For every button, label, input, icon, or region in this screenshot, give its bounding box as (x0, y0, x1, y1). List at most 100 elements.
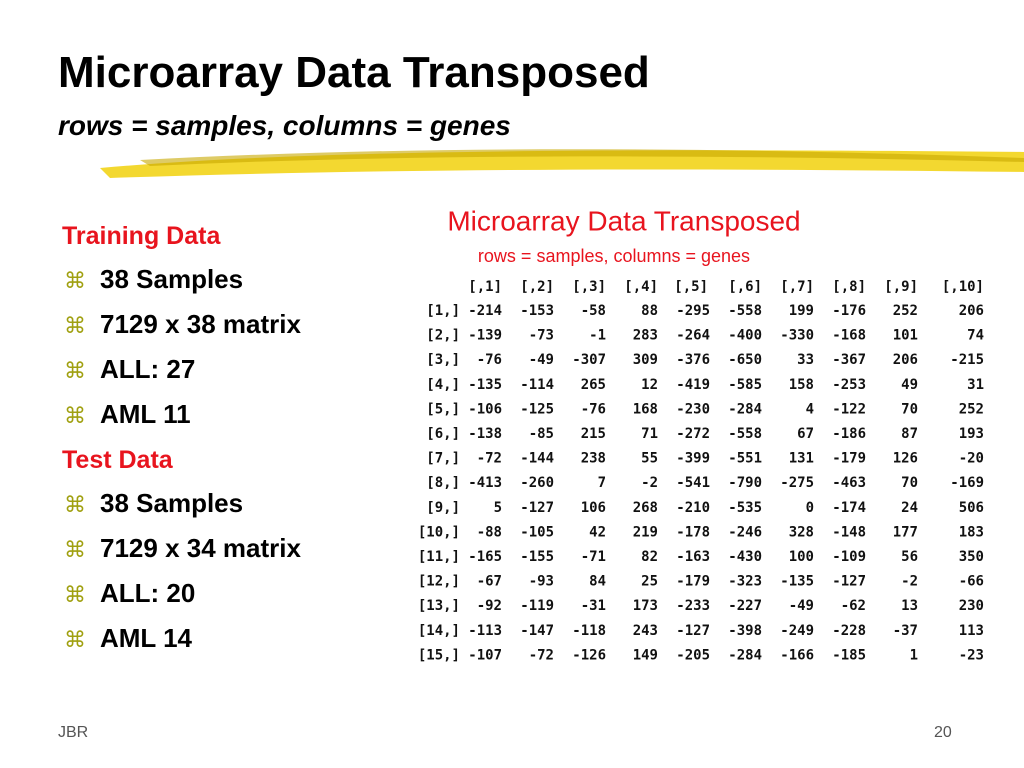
bullet-icon: ⌘ (64, 492, 86, 517)
table-cell: -67 (477, 574, 502, 590)
table-cell: -106 (468, 401, 502, 417)
table-cell: -72 (529, 647, 554, 663)
table-cell: -76 (477, 352, 502, 368)
table-cell: -430 (728, 549, 762, 565)
table-cell: -114 (520, 377, 554, 393)
bullet-icon: ⌘ (64, 537, 86, 562)
table-cell: -275 (780, 475, 814, 491)
table-cell: -107 (468, 647, 502, 663)
table-cell: -73 (529, 328, 554, 344)
row-label: [10,] (418, 524, 460, 540)
table-cell: -419 (676, 377, 710, 393)
table-cell: -37 (893, 623, 918, 639)
table-cell: -76 (581, 401, 606, 417)
table-cell: -413 (468, 475, 502, 491)
table-cell: 4 (806, 401, 814, 417)
table-cell: 265 (581, 377, 606, 393)
table-cell: -49 (529, 352, 554, 368)
row-label: [2,] (426, 328, 460, 344)
table-cell: -166 (780, 647, 814, 663)
table-cell: 206 (893, 352, 918, 368)
table-cell: -88 (477, 524, 502, 540)
column-header: [,7] (780, 279, 814, 295)
bullet-item: ⌘ AML 14 (64, 623, 192, 654)
table-cell: 88 (641, 303, 658, 319)
table-cell: 283 (633, 328, 658, 344)
table-cell: -31 (581, 598, 606, 614)
section-heading: Training Data (62, 222, 221, 250)
bullet-item: ⌘ 38 Samples (64, 264, 243, 295)
table-cell: -165 (468, 549, 502, 565)
column-header: [,3] (572, 279, 606, 295)
table-cell: -127 (832, 574, 866, 590)
table-cell: -398 (728, 623, 762, 639)
table-cell: -307 (572, 352, 606, 368)
table-cell: -2 (901, 574, 918, 590)
table-cell: -153 (520, 303, 554, 319)
bullet-icon: ⌘ (64, 268, 86, 293)
table-cell: 193 (959, 426, 984, 442)
row-label: [7,] (426, 451, 460, 467)
table-cell: 82 (641, 549, 658, 565)
table-cell: 74 (967, 328, 984, 344)
table-cell: 100 (789, 549, 814, 565)
table-cell: -126 (572, 647, 606, 663)
table-cell: 131 (789, 451, 814, 467)
column-header: [,6] (728, 279, 762, 295)
table-cell: -205 (676, 647, 710, 663)
table-cell: -127 (520, 500, 554, 516)
table-cell: -168 (832, 328, 866, 344)
bullet-item: ⌘ 38 Samples (64, 488, 243, 519)
table-cell: 215 (581, 426, 606, 442)
table-cell: 5 (494, 500, 502, 516)
table-cell: 252 (959, 401, 984, 417)
table-cell: -127 (676, 623, 710, 639)
table-cell: -2 (641, 475, 658, 491)
table-cell: -58 (581, 303, 606, 319)
table-cell: -118 (572, 623, 606, 639)
table-cell: -214 (468, 303, 502, 319)
table-cell: 0 (806, 500, 814, 516)
table-cell: 25 (641, 574, 658, 590)
table-cell: 33 (797, 352, 814, 368)
table-cell: 106 (581, 500, 606, 516)
bullet-icon: ⌘ (64, 582, 86, 607)
table-cell: -463 (832, 475, 866, 491)
table-cell: -109 (832, 549, 866, 565)
table-cell: 350 (959, 549, 984, 565)
row-label: [4,] (426, 377, 460, 393)
table-cell: -253 (832, 377, 866, 393)
row-label: [11,] (418, 549, 460, 565)
bullet-item: ⌘ AML 11 (64, 399, 191, 430)
row-label: [8,] (426, 475, 460, 491)
table-cell: -62 (841, 598, 866, 614)
table-cell: -179 (832, 451, 866, 467)
table-cell: -558 (728, 303, 762, 319)
table-cell: 206 (959, 303, 984, 319)
row-label: [3,] (426, 352, 460, 368)
table-cell: 328 (789, 524, 814, 540)
table-cell: -144 (520, 451, 554, 467)
table-cell: -178 (676, 524, 710, 540)
table-cell: -23 (959, 647, 984, 663)
bullet-icon: ⌘ (64, 358, 86, 383)
bullet-text: 38 Samples (100, 488, 244, 518)
table-cell: 113 (959, 623, 984, 639)
table-cell: 173 (633, 598, 658, 614)
table-cell: -330 (780, 328, 814, 344)
table-cell: 183 (959, 524, 984, 540)
table-cell: -541 (676, 475, 710, 491)
table-cell: -92 (477, 598, 502, 614)
table-cell: -66 (959, 574, 984, 590)
table-cell: -284 (728, 647, 762, 663)
table-cell: -135 (468, 377, 502, 393)
table-cell: 238 (581, 451, 606, 467)
table-cell: -85 (529, 426, 554, 442)
row-label: [5,] (426, 401, 460, 417)
table-cell: -135 (780, 574, 814, 590)
bullet-text: 7129 x 38 matrix (100, 309, 301, 339)
table-cell: -264 (676, 328, 710, 344)
bullet-text: ALL: 20 (100, 578, 196, 608)
table-cell: -119 (520, 598, 554, 614)
table-title: Microarray Data Transposed (447, 205, 800, 236)
